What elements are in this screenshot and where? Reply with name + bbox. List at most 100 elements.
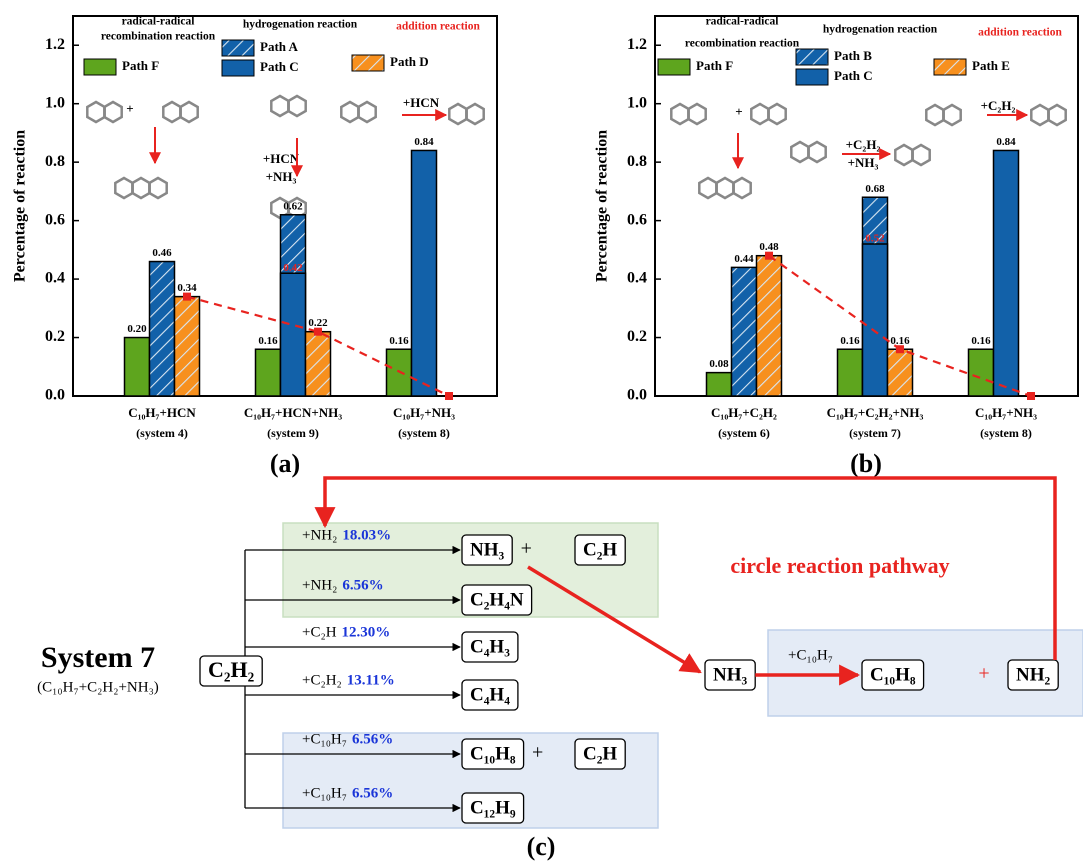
header-text: hydrogenation reaction — [823, 24, 938, 36]
molecule — [358, 102, 375, 122]
species: C₄H₃ — [470, 636, 510, 657]
molecule — [688, 104, 705, 124]
value-label: 0.08 — [709, 358, 729, 370]
bar — [306, 332, 331, 396]
branch-percent: 6.56% — [342, 577, 383, 593]
legend-label: Path D — [390, 54, 429, 69]
branch-reagent: +C₁₀H₇ — [302, 731, 347, 747]
cycle-title: circle reaction pathway — [730, 553, 949, 578]
branch-percent: 18.03% — [342, 527, 391, 543]
legend-swatch — [796, 69, 828, 85]
value-label: 0.34 — [177, 282, 197, 294]
header-text: recombination reaction — [101, 31, 216, 43]
molecule — [926, 105, 943, 125]
bar — [281, 273, 306, 396]
molecule — [808, 142, 825, 162]
bar — [125, 338, 150, 396]
y-tick-label: 1.2 — [45, 36, 65, 53]
value-label: 0.46 — [152, 247, 172, 259]
molecule — [699, 178, 716, 198]
branch-percent: 12.30% — [342, 624, 391, 640]
molecule — [1048, 105, 1065, 125]
value-label: 0.16 — [971, 335, 991, 347]
species: C₂H₂ — [208, 657, 255, 682]
x-tick-sublabel: (system 9) — [267, 426, 319, 440]
molecule — [449, 104, 466, 124]
branch-reagent: +C₂H₂ — [302, 672, 342, 688]
legend-label: Path F — [696, 58, 733, 73]
molecule — [671, 104, 688, 124]
bar — [150, 262, 175, 396]
bar — [969, 349, 994, 396]
plus-sign: + — [532, 742, 543, 764]
y-tick-label: 0.8 — [627, 153, 647, 170]
system-title: System 7 — [41, 641, 155, 674]
y-tick-label: 0.0 — [45, 387, 65, 404]
value-label: 0.16 — [258, 335, 278, 347]
molecule — [791, 142, 808, 162]
legend-swatch — [796, 49, 828, 65]
species: NH₃ — [713, 664, 748, 685]
legend-label: Path E — [972, 58, 1010, 73]
molecule — [341, 102, 358, 122]
header-text: addition reaction — [978, 27, 1062, 39]
figure: 0.00.20.40.60.81.01.2Percentage of react… — [0, 0, 1083, 864]
y-tick-label: 0.0 — [627, 387, 647, 404]
trend-point — [314, 328, 322, 336]
y-tick-label: 0.4 — [45, 270, 65, 287]
molecule — [716, 178, 733, 198]
y-tick-label: 0.8 — [45, 153, 65, 170]
plus-sign: + — [521, 538, 532, 560]
molecule — [895, 145, 912, 165]
y-tick-label: 0.6 — [627, 211, 647, 228]
molecule — [87, 102, 104, 122]
branch-reagent: +NH₂ — [302, 577, 337, 593]
legend-label: Path F — [122, 58, 159, 73]
branch-percent: 6.56% — [352, 731, 393, 747]
species: NH₂ — [1016, 664, 1051, 685]
branch-reagent: +C₂H — [302, 624, 337, 640]
reaction-label: +NH₃ — [266, 169, 297, 184]
header-text: addition reaction — [396, 21, 480, 33]
x-tick-sublabel: (system 8) — [980, 426, 1032, 440]
x-tick-label: C₁₀H₇+C₂H₂ — [711, 405, 777, 420]
species: C₄H₄ — [470, 684, 510, 705]
reaction-label: +HCN — [403, 95, 440, 110]
molecule — [271, 96, 288, 116]
trend-point — [445, 392, 453, 400]
molecule — [912, 145, 929, 165]
x-tick-sublabel: (system 7) — [849, 426, 901, 440]
y-tick-label: 0.2 — [45, 328, 65, 345]
panel-label: (c) — [527, 832, 556, 861]
molecule — [733, 178, 750, 198]
trend-point — [1027, 392, 1035, 400]
value-label: 0.44 — [734, 253, 754, 265]
molecule — [180, 102, 197, 122]
header-text: radical-radical — [122, 16, 195, 28]
legend-swatch — [222, 60, 254, 76]
bar — [888, 349, 913, 396]
y-tick-label: 1.0 — [45, 94, 65, 111]
species: C₁₀H₈ — [870, 664, 916, 685]
reaction-label: +NH₃ — [848, 155, 879, 170]
molecule — [288, 96, 305, 116]
panel-label: (a) — [270, 449, 300, 478]
branch-percent: 13.11% — [347, 672, 395, 688]
value-label: 0.48 — [759, 241, 779, 253]
legend-swatch — [352, 55, 384, 71]
x-tick-sublabel: (system 4) — [136, 426, 188, 440]
legend-swatch — [84, 59, 116, 75]
legend-swatch — [934, 59, 966, 75]
x-tick-label: C₁₀H₇+C₂H₂+NH₃ — [827, 405, 924, 420]
reaction-label: + — [126, 101, 133, 116]
x-tick-sublabel: (system 6) — [718, 426, 770, 440]
value-label: 0.22 — [308, 317, 328, 329]
trend-point — [765, 252, 773, 260]
species: C₂H₄N — [470, 589, 524, 610]
branch-percent: 6.56% — [352, 785, 393, 801]
value-label: 0.84 — [414, 136, 434, 148]
legend-label: Path C — [834, 68, 873, 83]
value-label: 0.42 — [283, 262, 303, 274]
panel-label: (b) — [850, 449, 882, 478]
y-tick-label: 1.2 — [627, 36, 647, 53]
